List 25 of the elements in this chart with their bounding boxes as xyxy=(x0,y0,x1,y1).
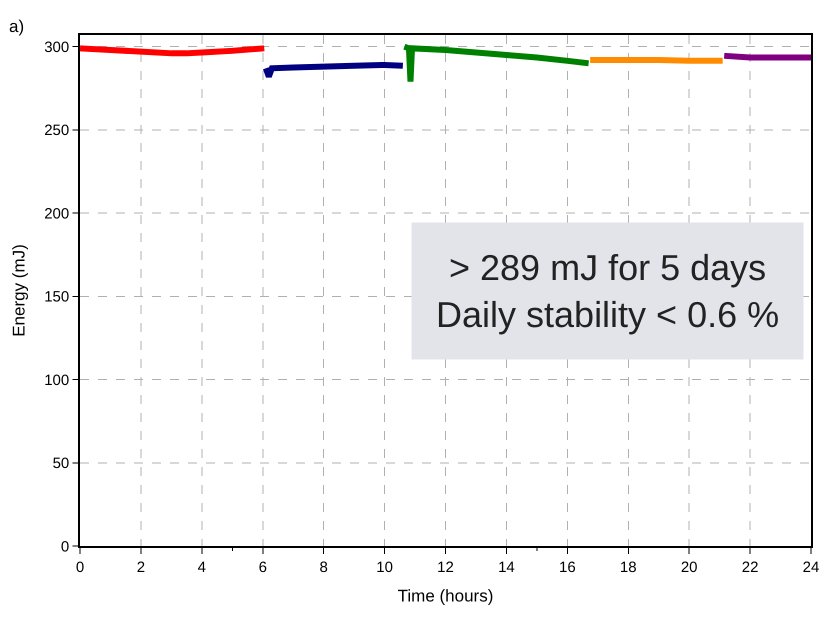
y-tick-label: 50 xyxy=(52,455,70,472)
y-axis-title: Energy (mJ) xyxy=(9,244,28,337)
text: a) xyxy=(9,17,24,36)
x-tick-label: 22 xyxy=(742,558,758,576)
x-tick-label: 12 xyxy=(437,558,454,576)
y-tick-label: 250 xyxy=(44,122,70,140)
x-tick-label: 0 xyxy=(76,558,84,576)
x-tick-label: 6 xyxy=(258,558,267,576)
annotation: > 289 mJ for 5 days xyxy=(448,247,766,288)
x-axis-title: Time (hours) xyxy=(398,586,494,606)
y-tick-label: 300 xyxy=(44,38,70,56)
x-tick-label: 16 xyxy=(558,558,576,576)
y-tick-label: 200 xyxy=(44,205,70,222)
y-tick-label: 0 xyxy=(60,538,70,556)
x-tick-label: 14 xyxy=(498,558,515,576)
x-tick-label: 4 xyxy=(198,558,206,576)
y-tick-label: 150 xyxy=(44,288,70,306)
x-tick-label: 2 xyxy=(136,558,146,576)
x-tick-label: 20 xyxy=(680,558,698,576)
annotation: Daily stability < 0.6 % xyxy=(436,294,780,335)
y-tick-label: 100 xyxy=(44,372,70,389)
x-tick-label: 10 xyxy=(376,558,393,576)
x-tick-label: 8 xyxy=(320,558,328,576)
x-tick-label: 18 xyxy=(620,558,637,576)
x-tick-label: 24 xyxy=(802,558,820,576)
